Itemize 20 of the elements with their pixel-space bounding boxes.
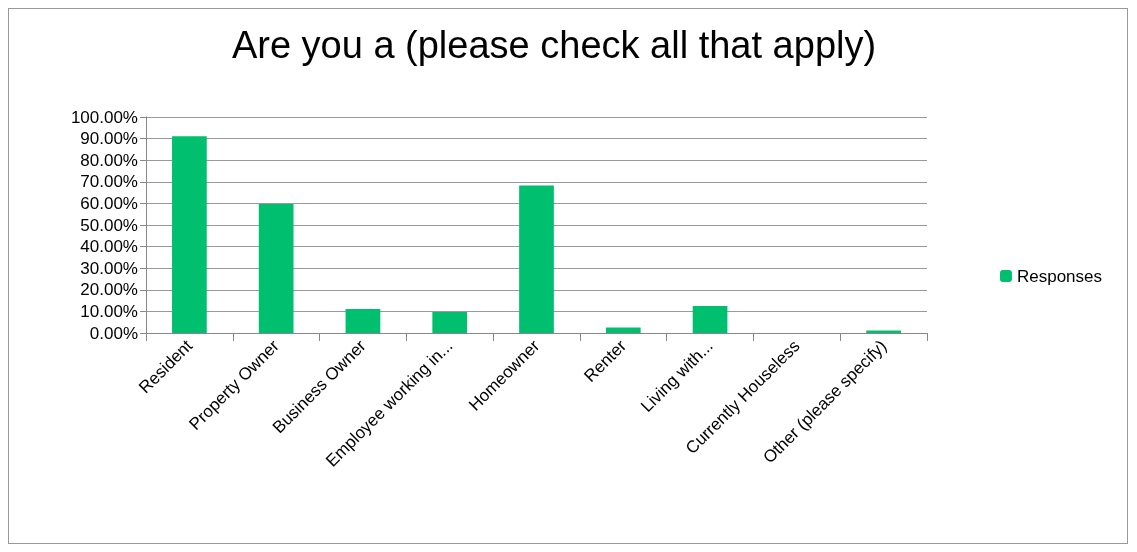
- bar: [519, 185, 554, 333]
- bar: [258, 204, 294, 333]
- bar: [345, 309, 381, 333]
- bar: [605, 327, 641, 333]
- y-tick-label: 50.00%: [80, 215, 138, 235]
- chart-title: Are you a (please check all that apply): [231, 24, 877, 66]
- legend-label: Responses: [1016, 266, 1103, 286]
- y-tick-label: 10.00%: [80, 301, 138, 321]
- y-tick-label: 60.00%: [80, 193, 138, 213]
- y-tick-label: 100.00%: [70, 107, 138, 127]
- bar: [172, 136, 207, 333]
- y-tick-label: 30.00%: [80, 258, 138, 278]
- y-tick-label: 80.00%: [80, 150, 138, 170]
- bar: [432, 312, 468, 333]
- bar: [692, 306, 728, 333]
- y-tick-label: 20.00%: [80, 280, 138, 300]
- y-tick-label: 90.00%: [80, 129, 138, 149]
- y-tick-label: 0.00%: [89, 323, 138, 343]
- y-tick-label: 40.00%: [80, 237, 138, 257]
- y-tick-label: 70.00%: [80, 172, 138, 192]
